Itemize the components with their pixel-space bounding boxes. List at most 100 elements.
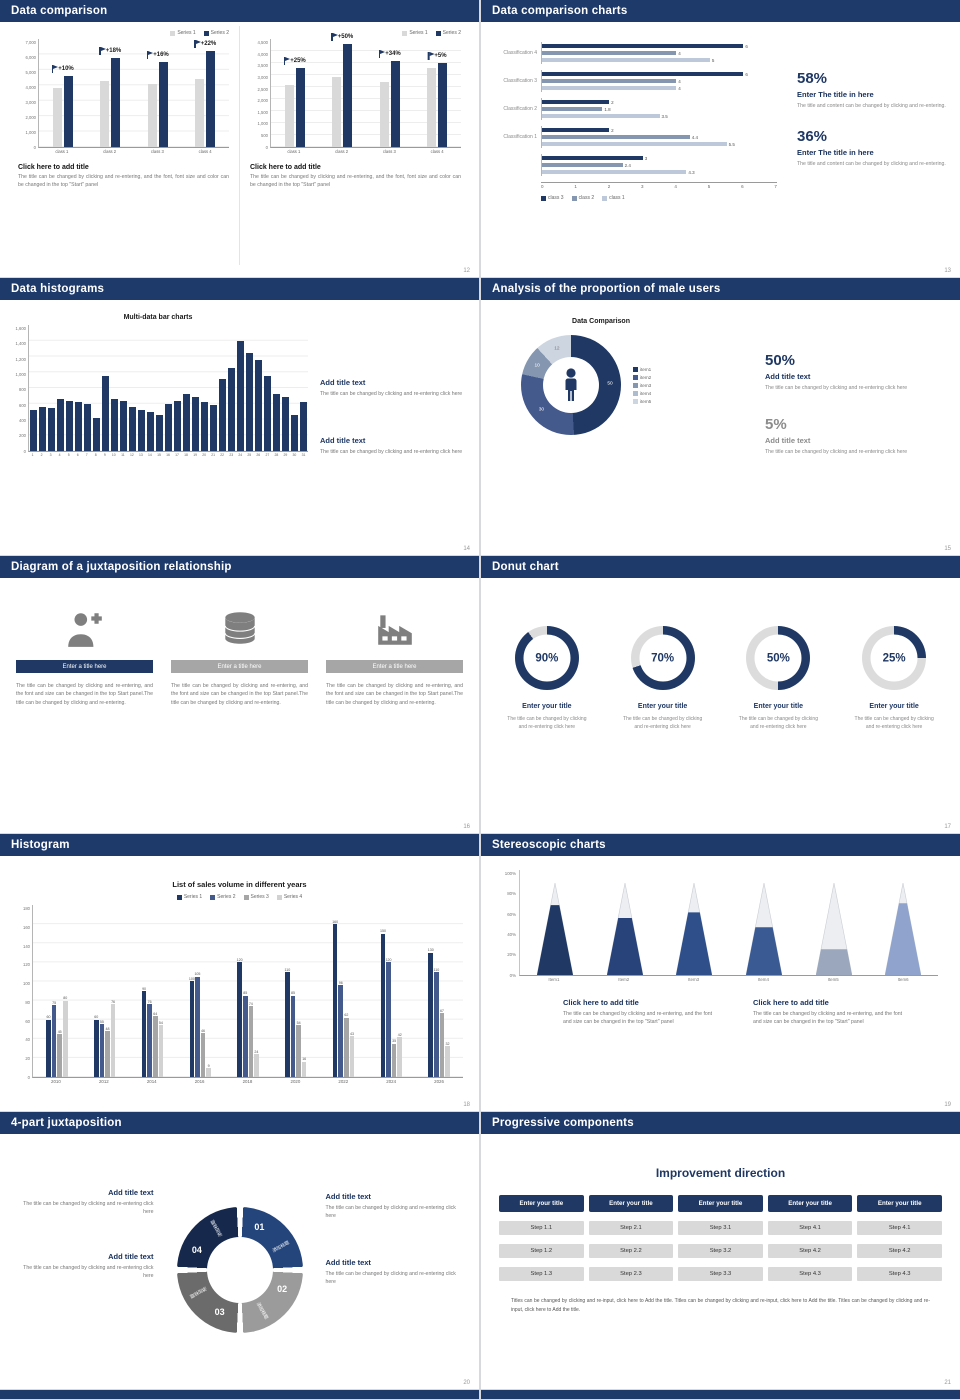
stat-block: 36% Enter The title in here The title an… bbox=[797, 128, 948, 168]
stats-panel: 58% Enter The title in here The title an… bbox=[785, 30, 950, 277]
slide-content: Multi-data bar charts 1,600 1,400 1,200 1,0… bbox=[0, 300, 479, 555]
slide-content: 90% Enter your title The title can be ch… bbox=[481, 578, 960, 833]
gauge-heading: Enter your title bbox=[522, 703, 572, 710]
text-block: Add title text The title can be changed … bbox=[326, 1258, 466, 1286]
slide-16-juxtaposition-diagram[interactable]: Diagram of a juxtaposition relationship … bbox=[0, 556, 479, 833]
chart-title: Data Comparison bbox=[572, 318, 630, 325]
slide-title: 4-part juxtaposition bbox=[11, 1117, 122, 1129]
step-column: Enter your title Step 2.1 Step 2.2 Step … bbox=[588, 1195, 674, 1281]
slide-17-donut-chart[interactable]: Donut chart 90% Enter your title The tit… bbox=[481, 556, 960, 833]
gauge-column: 90% Enter your title The title can be ch… bbox=[495, 626, 599, 833]
slide-title-bar: Donut chart bbox=[481, 556, 960, 578]
title-button[interactable]: Enter a title here bbox=[171, 660, 308, 673]
stat-block: 58% Enter The title in here The title an… bbox=[797, 70, 948, 110]
chart-legend: Series 1 Series 2 bbox=[250, 30, 461, 36]
gauge-text: The title can be changed by clicking and… bbox=[854, 716, 934, 730]
stats-panel: 50% Add title text The title can be chan… bbox=[751, 312, 948, 555]
title-button[interactable]: Enter a title here bbox=[16, 660, 153, 673]
stat-value: 50% bbox=[765, 352, 796, 369]
step-cell: Step 2.2 bbox=[588, 1244, 674, 1258]
page-number: 21 bbox=[944, 1380, 951, 1386]
text-block: Add title text The title can be changed … bbox=[14, 1188, 154, 1216]
stat-block: 5% Add title text The title can be chang… bbox=[765, 416, 948, 456]
text-block: Add title text The title can be changed … bbox=[14, 1252, 154, 1280]
slide-19-stereoscopic-charts[interactable]: Stereoscopic charts 100% 80% 60% 40% 20% 0% It… bbox=[481, 834, 960, 1111]
donut-gauge: 25% bbox=[862, 626, 927, 690]
page-number: 19 bbox=[944, 1102, 951, 1108]
gauge-column: 25% Enter your title The title can be ch… bbox=[842, 626, 946, 833]
title-button[interactable]: Enter a title here bbox=[326, 660, 463, 673]
ring-diagram-area: 01 添加标题 02 添加标题 03 添加标题 04 添加标题 bbox=[154, 1150, 326, 1389]
page-number: 18 bbox=[463, 1102, 470, 1108]
block-heading: Add title text bbox=[320, 378, 366, 387]
grouped-bar-chart: 180 160 140 120 100 80 60 40 20 0 60 75 45 80 60 55 48 76… bbox=[16, 905, 463, 1085]
stat-heading: Add title text bbox=[765, 436, 811, 446]
block-text: The title can be changed by clicking and… bbox=[325, 1271, 456, 1286]
page-number: 14 bbox=[463, 546, 470, 552]
block-heading: Add title text bbox=[325, 1258, 371, 1268]
item-text: The title can be changed by clicking and… bbox=[171, 683, 308, 706]
slide-content: Enter a title here The title can be chan… bbox=[0, 578, 479, 833]
chart-title: List of sales volume in different years bbox=[172, 880, 307, 889]
column-title-button[interactable]: Enter your title bbox=[588, 1195, 674, 1212]
column-title-button[interactable]: Enter your title bbox=[767, 1195, 853, 1212]
bar-chart: 1,600 1,400 1,200 1,000 800 600 400 200 0 1 2 3 4 5 6 7… bbox=[8, 325, 308, 459]
block-heading: Click here to add title bbox=[250, 164, 321, 171]
slide-title-bar: Data histograms bbox=[0, 278, 479, 300]
block-heading: Click here to add title bbox=[563, 998, 639, 1007]
slide-content: Classification 4 6 4 5 Classification 3 6 4 4 Cl… bbox=[481, 22, 960, 277]
slide-title-bar: Stereoscopic charts bbox=[481, 834, 960, 856]
block-heading: Click here to add title bbox=[18, 164, 89, 171]
item-text: The title can be changed by clicking and… bbox=[326, 683, 463, 706]
slide-title: Stereoscopic charts bbox=[492, 839, 606, 851]
step-cell: Step 4.2 bbox=[857, 1244, 942, 1258]
footer-text: Titles can be changed by clicking and re… bbox=[511, 1298, 930, 1313]
slide-15-male-users-proportion[interactable]: Analysis of the proportion of male users… bbox=[481, 278, 960, 555]
comparison-panel-right: Series 1 Series 2 4,500 4,000 3,500 3,000 2,5… bbox=[239, 26, 471, 265]
donut-gauge: 50% bbox=[746, 626, 811, 690]
stat-text: The title can be changed by clicking and… bbox=[765, 449, 908, 456]
item-text: The title can be changed by clicking and… bbox=[16, 683, 153, 706]
stat-text: The title and content can be changed by … bbox=[797, 161, 946, 168]
text-block: Add title text The title can be changed … bbox=[320, 378, 463, 398]
step-cell: Step 1.3 bbox=[499, 1267, 584, 1281]
step-cell: Step 4.1 bbox=[767, 1221, 853, 1235]
histogram-panel: Multi-data bar charts 1,600 1,400 1,200 1,0… bbox=[8, 314, 308, 555]
column-title-button[interactable]: Enter your title bbox=[678, 1195, 763, 1212]
gauge-heading: Enter your title bbox=[869, 703, 919, 710]
slide-title: Histogram bbox=[11, 839, 70, 851]
chart-legend: Series 1 Series 2 bbox=[18, 30, 229, 36]
slide-21-progressive-components[interactable]: Progressive components Improvement direc… bbox=[481, 1112, 960, 1389]
column-title-button[interactable]: Enter your title bbox=[857, 1195, 942, 1212]
slide-title: Data comparison bbox=[11, 5, 108, 17]
column-title-button[interactable]: Enter your title bbox=[499, 1195, 584, 1212]
partial-next-slide-header bbox=[0, 1390, 479, 1399]
block-text: The title can be changed by clicking and… bbox=[320, 391, 463, 397]
page-number: 17 bbox=[944, 824, 951, 830]
block-text: The title can be changed by clicking and… bbox=[23, 1201, 154, 1216]
stat-block: 50% Add title text The title can be chan… bbox=[765, 352, 948, 392]
stat-text: The title can be changed by clicking and… bbox=[765, 385, 908, 391]
gauge-column: 70% Enter your title The title can be ch… bbox=[611, 626, 715, 833]
slide-20-4-part-juxtaposition[interactable]: 4-part juxtaposition Add title text The … bbox=[0, 1112, 479, 1389]
slide-content: Add title text The title can be changed … bbox=[0, 1134, 479, 1389]
gauge-text: The title can be changed by clicking and… bbox=[507, 716, 587, 730]
slide-12-data-comparison[interactable]: Data comparison Series 1 Series 2 7,000 6,… bbox=[0, 0, 479, 277]
stat-heading: Enter The title in here bbox=[797, 148, 874, 158]
stat-text: The title and content can be changed by … bbox=[797, 103, 946, 109]
slide-title: Progressive components bbox=[492, 1117, 634, 1129]
building-icon bbox=[374, 604, 416, 648]
block-text: The title can be changed by clicking and… bbox=[563, 1011, 713, 1026]
slide-14-data-histograms[interactable]: Data histograms Multi-data bar charts 1,… bbox=[0, 278, 479, 555]
block-text: The title can be changed by clicking and… bbox=[320, 449, 463, 456]
chart-legend: item1 item2 item3 item4 item5 bbox=[633, 366, 651, 404]
block-text: The title can be changed by clicking and… bbox=[23, 1265, 154, 1280]
chart-legend: Series 1 Series 2 Series 3 Series 4 bbox=[16, 894, 463, 900]
page-number: 16 bbox=[463, 824, 470, 830]
partial-next-slide-header bbox=[481, 1390, 960, 1399]
stat-value: 58% bbox=[797, 70, 828, 87]
segmented-ring-diagram: 01 添加标题 02 添加标题 03 添加标题 04 添加标题 bbox=[176, 1206, 303, 1333]
slide-18-histogram[interactable]: Histogram List of sales volume in differ… bbox=[0, 834, 479, 1111]
